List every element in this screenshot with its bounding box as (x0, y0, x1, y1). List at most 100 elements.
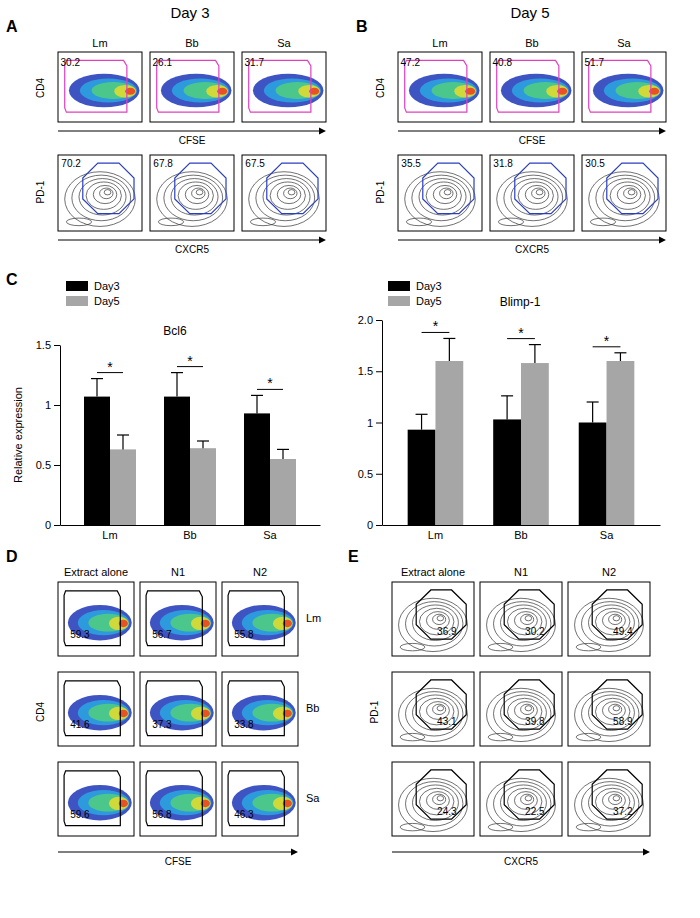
plot-frame (222, 762, 298, 836)
plot-frame (140, 762, 216, 836)
contour (65, 172, 136, 227)
contour (413, 695, 459, 731)
contour (158, 218, 183, 226)
flow-plot: 43.1 (392, 672, 474, 746)
tick: 0 (367, 519, 382, 531)
panel-title: Day 5 (510, 4, 549, 21)
contour (487, 778, 556, 831)
error-bar (117, 435, 129, 449)
density (68, 785, 132, 821)
row-label: Lm (306, 612, 321, 624)
arrow-head (291, 849, 298, 856)
gate (83, 163, 134, 214)
density (276, 82, 320, 99)
bar-chart: 00.511.52.0LmBbSa***Blimp-1Day3Day5 (358, 280, 661, 541)
contour (576, 823, 601, 830)
axis-title: Relative expression (12, 387, 24, 483)
tick-mark (376, 525, 382, 526)
tick-label: Sa (263, 529, 277, 541)
error-bar (197, 441, 209, 448)
flow-plot: 31.7 (242, 52, 326, 122)
contour (440, 188, 453, 199)
axis-line (382, 321, 383, 526)
gate-value: 36.9 (437, 626, 457, 637)
density (109, 617, 129, 630)
significance: * (187, 353, 193, 369)
tick-label: 0.5 (36, 459, 51, 471)
error-bar (251, 395, 263, 413)
column-label: N2 (602, 566, 616, 578)
axis-arrow (58, 131, 320, 132)
error-cap (443, 338, 455, 339)
contour (192, 188, 205, 199)
density (184, 82, 228, 99)
contour (575, 688, 644, 741)
gate (249, 60, 311, 112)
legend-entry: Day3 (94, 280, 120, 292)
gate-value: 51.7 (585, 57, 605, 68)
density (604, 79, 661, 103)
gate (146, 771, 202, 826)
gate-value: 26.1 (153, 57, 173, 68)
error-bar (614, 353, 626, 361)
error-line (507, 396, 508, 420)
density (253, 74, 324, 108)
tick: Lm (102, 525, 117, 541)
gate (65, 60, 127, 112)
error-line (256, 395, 257, 413)
tick-label: Lm (428, 529, 443, 541)
density (191, 707, 211, 720)
axis-title: CFSE (519, 135, 546, 146)
density (593, 74, 664, 108)
contour (171, 179, 218, 215)
gate (64, 591, 120, 646)
contour (609, 614, 622, 624)
flow-plot: 30.2 (58, 52, 142, 122)
arrow-head (319, 128, 326, 135)
tick: 1 (45, 399, 60, 411)
tick: Sa (263, 525, 277, 541)
gate (416, 770, 466, 819)
gate (228, 681, 284, 736)
gate-value: 55.8 (234, 629, 254, 640)
plot-frame (222, 672, 298, 746)
error-bar (529, 345, 541, 363)
tick-mark (376, 320, 382, 321)
gate (64, 681, 120, 736)
error-cap (197, 440, 209, 441)
gate-value: 49.4 (613, 626, 633, 637)
contour (405, 172, 476, 227)
tick-label: Sa (600, 529, 614, 541)
bar (270, 459, 296, 525)
density (512, 79, 569, 103)
density (88, 794, 128, 812)
tick-mark (54, 465, 60, 466)
legend-swatch (388, 281, 410, 291)
significance: * (604, 333, 610, 349)
density (69, 74, 140, 108)
flow-plot: 24.3 (392, 762, 474, 836)
plot-frame (392, 762, 474, 836)
contour (277, 185, 301, 203)
plot-frame (58, 762, 134, 836)
density (273, 617, 293, 630)
flow-plot: 37.2 (568, 762, 650, 836)
error-line (282, 449, 283, 459)
gate (228, 591, 284, 646)
error-line (620, 353, 621, 361)
density (273, 707, 293, 720)
tick-label: 0.5 (358, 468, 373, 480)
gate (267, 163, 318, 214)
plot-frame (490, 155, 574, 231)
flow-plot: 40.8 (490, 52, 574, 122)
legend-swatch (66, 281, 88, 291)
significance: * (433, 318, 439, 334)
tick-label: 1.5 (358, 365, 373, 377)
flow-plot: 33.8 (222, 672, 298, 746)
tick-label: Bb (514, 529, 527, 541)
plot-frame (480, 672, 562, 746)
plot-frame (568, 582, 650, 656)
flow-plot: 70.2 (58, 155, 142, 231)
tick-mark (54, 405, 60, 406)
gate-value: 30.2 (525, 626, 545, 637)
